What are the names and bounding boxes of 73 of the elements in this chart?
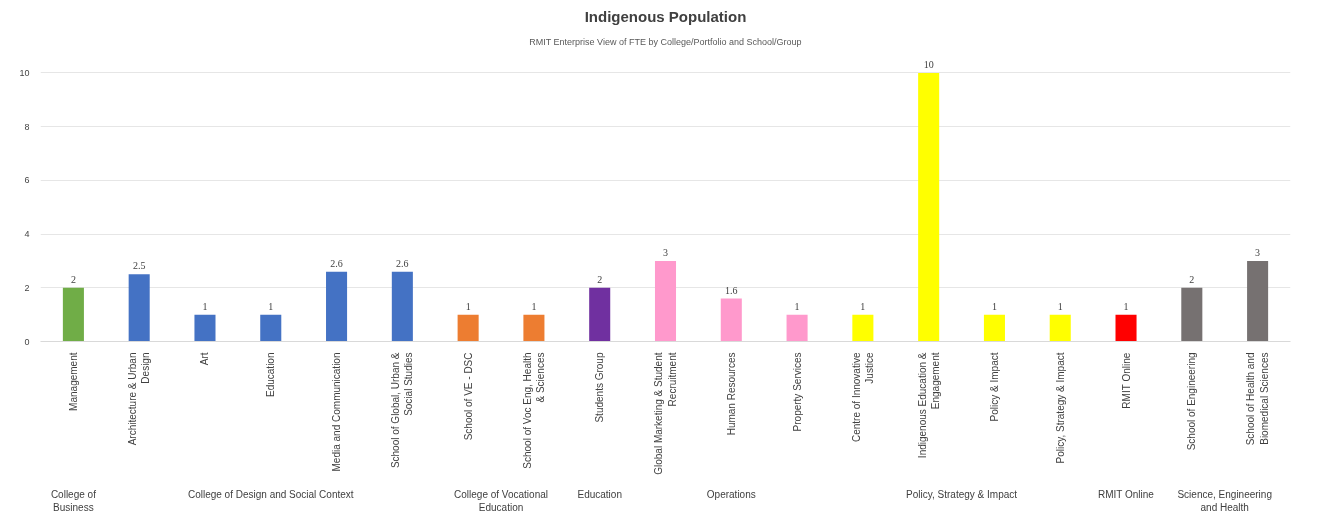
bar [62, 287, 84, 342]
data-label: 1 [202, 300, 208, 312]
bar [983, 314, 1005, 342]
x-tick-label: School of VE - DSC [462, 352, 474, 441]
bar [918, 72, 940, 342]
data-label: 2 [70, 273, 76, 285]
x-tick-label: Students Group [594, 352, 606, 423]
bar [326, 271, 348, 342]
data-label: 1 [465, 300, 471, 312]
data-label: 1 [531, 300, 537, 312]
data-label: 1 [268, 300, 274, 312]
bar [391, 271, 413, 342]
data-label: 10 [923, 58, 934, 70]
text: RMIT Online [1097, 488, 1155, 500]
data-label: 3 [1255, 246, 1261, 258]
data-label: 2.5 [132, 260, 146, 272]
text: Operations [706, 488, 756, 500]
y-tick-label: 8 [24, 121, 30, 132]
x-tick-label: School of Global, Urban & Social Studies [390, 352, 415, 469]
data-label: 2 [1189, 273, 1195, 285]
y-tick-label: 2 [24, 282, 30, 293]
bar [852, 314, 874, 342]
x-tick-label: School of Health and Biomedical Sciences [1245, 352, 1270, 446]
x-tick-label: Centre of Innovative Justice [850, 352, 875, 442]
bar [1049, 314, 1071, 342]
x-tick-label: Indigenous Education & Engagement [916, 352, 941, 459]
bar [1247, 260, 1269, 342]
x-tick-label: Property Services [791, 352, 803, 432]
x-tick-label: Human Resources [725, 352, 737, 436]
bar [128, 274, 150, 342]
text: Science, Engineering and Health [1177, 488, 1272, 513]
chart-title: Indigenous Population [584, 7, 747, 25]
data-label: 1.6 [725, 284, 738, 296]
y-tick-label: 10 [19, 67, 30, 78]
x-tick-label: Architecture & Urban Design [127, 352, 152, 446]
bar [589, 287, 611, 342]
chart-subtitle: RMIT Enterprise View of FTE by College/Portfolio and School/Group [529, 36, 802, 47]
text: Policy, Strategy & Impact [906, 488, 1018, 500]
x-tick-label: Media and Communication [331, 352, 343, 472]
x-tick-label: Policy, Strategy & Impact [1054, 352, 1066, 464]
x-tick-label: Global Marketing & Student Recruitment [653, 352, 678, 475]
y-tick-label: 0 [24, 336, 30, 347]
text: College of Business [50, 488, 97, 513]
x-tick-label: RMIT Online [1120, 352, 1132, 409]
x-tick-label: Policy & Impact [988, 352, 1000, 422]
bar [1181, 287, 1203, 342]
text: College of Vocational Education [454, 488, 549, 513]
bar [457, 314, 479, 342]
bar [260, 314, 282, 342]
x-tick-label: Art [199, 352, 211, 366]
data-label: 3 [663, 246, 668, 258]
text: Education [577, 488, 622, 500]
bar [786, 314, 808, 342]
data-label: 1 [794, 300, 800, 312]
x-tick-label: Management [67, 352, 79, 411]
bar [720, 298, 742, 342]
data-label: 2.6 [330, 257, 343, 269]
x-tick-label: School of Engineering [1186, 352, 1198, 451]
bar [654, 260, 677, 342]
data-label: 1 [860, 300, 866, 312]
data-label: 1 [991, 300, 997, 312]
bar [523, 314, 545, 342]
y-tick-label: 4 [24, 229, 30, 240]
data-label: 1 [1123, 300, 1129, 312]
y-tick-label: 6 [24, 175, 30, 186]
data-label: 2 [597, 273, 603, 285]
x-tick-label: Education [265, 352, 277, 397]
data-label: 1 [1057, 300, 1063, 312]
bar [194, 314, 216, 342]
x-tick-label: School of Voc Eng, Health & Sciences [521, 352, 547, 469]
data-label: 2.6 [396, 257, 409, 269]
text: College of Design and Social Context [187, 488, 354, 500]
bar [1115, 314, 1137, 342]
